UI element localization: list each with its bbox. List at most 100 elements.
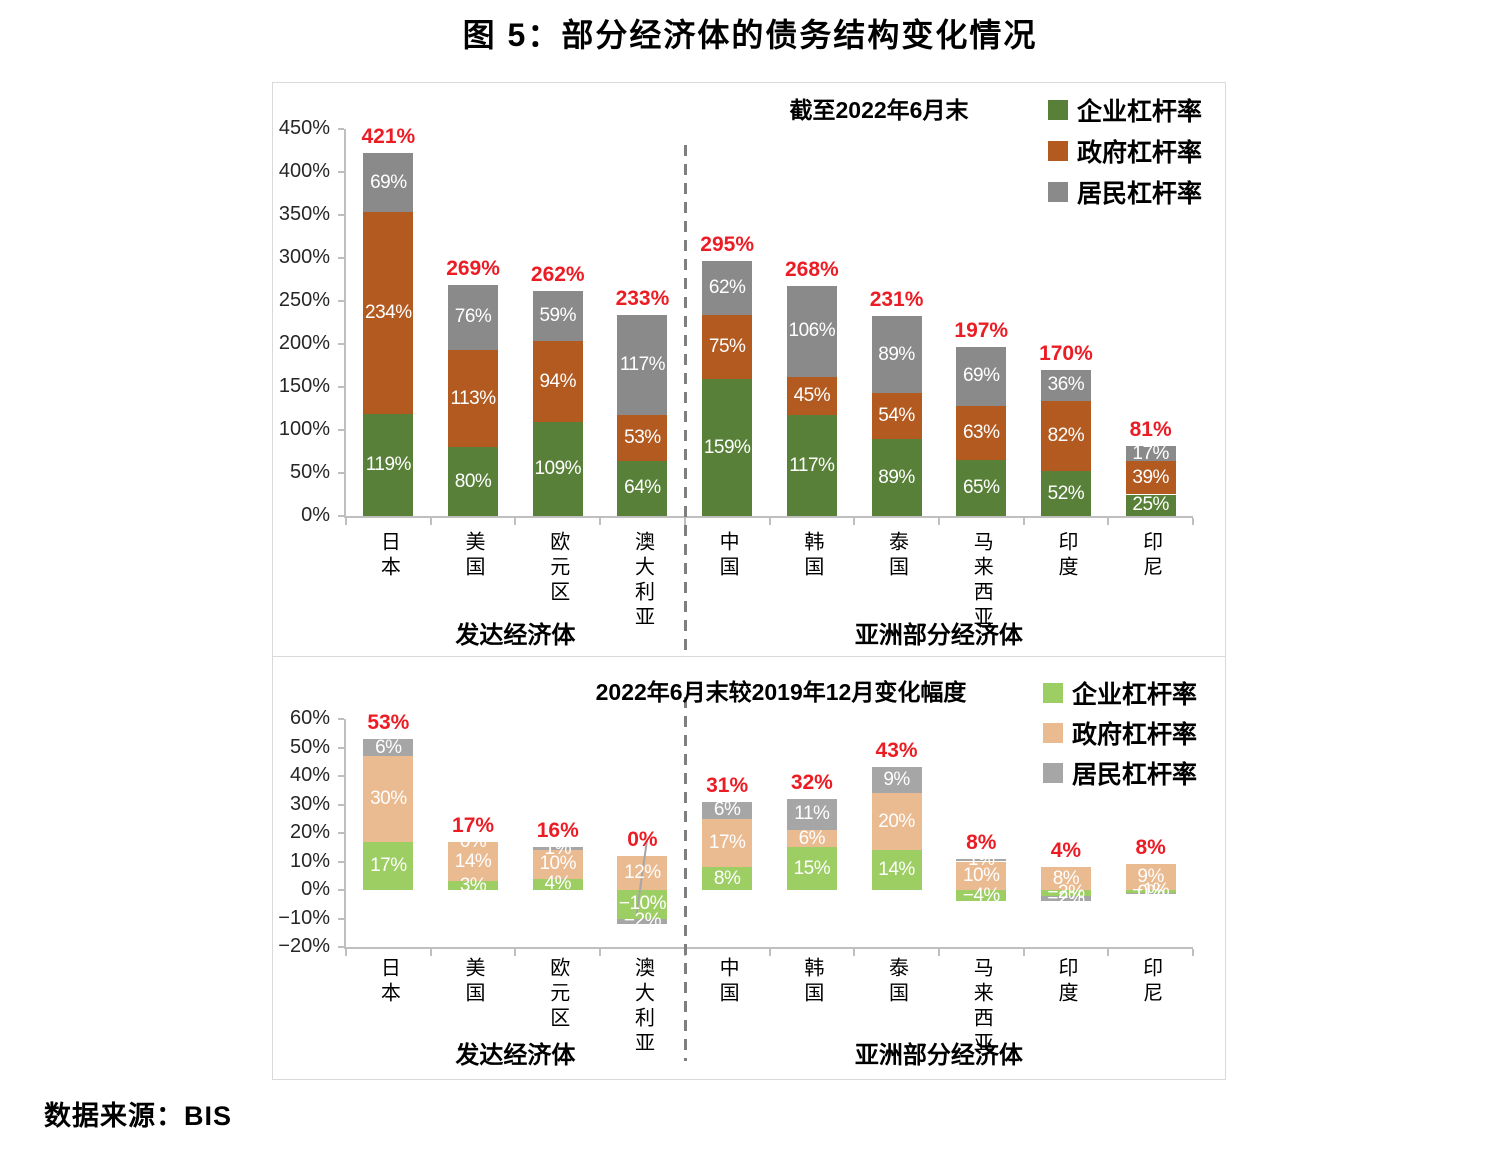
y-axis-tick	[338, 429, 344, 431]
bar-segment	[1040, 369, 1091, 401]
y-axis-label: 30%	[289, 792, 330, 815]
bar-segment-label: 94%	[539, 370, 577, 392]
bar-segment	[363, 841, 414, 890]
legend-swatch	[1048, 100, 1068, 120]
bar-segment-label: 82%	[1047, 425, 1085, 447]
y-axis-label: 450%	[278, 117, 330, 139]
category-label: 马来西亚	[970, 531, 993, 631]
bar-segment	[786, 376, 837, 416]
y-axis-label: 150%	[278, 375, 330, 397]
bar-total-label: 32%	[790, 770, 833, 794]
bar-segment	[786, 847, 837, 890]
bar-segment	[1125, 890, 1176, 893]
bar-segment-label: 6%	[375, 736, 402, 758]
x-axis-tick	[937, 949, 940, 956]
bar-total-label: 16%	[536, 819, 579, 843]
x-axis-tick	[514, 949, 517, 956]
bar-total-label: 8%	[1135, 836, 1166, 860]
panel-top-chart: 截至2022年6月末 0% 50% 100% 150% 200% 250% 300% 350%…	[272, 82, 1226, 657]
bar-segment-label: 25%	[1132, 494, 1169, 516]
bar-segment-label: −2%	[1047, 881, 1085, 903]
group-divider-line	[683, 697, 687, 1061]
category-label: 欧元区	[546, 957, 569, 1032]
bar-segment-label: 6%	[798, 827, 826, 849]
bar-total-label: 233%	[615, 286, 670, 310]
bar-segment-label: 14%	[454, 850, 492, 872]
y-axis-tick	[338, 746, 344, 749]
bar-segment-label: 75%	[708, 336, 746, 357]
legend-label: 企业杠杆率	[1077, 98, 1203, 126]
bar-segment-label: 54%	[878, 405, 915, 427]
category-label: 澳大利亚	[631, 957, 654, 1057]
y-axis-label: 50%	[289, 461, 330, 483]
y-axis-label: 400%	[278, 160, 330, 182]
bar-total-label: 31%	[706, 773, 749, 797]
y-axis-line	[344, 129, 346, 518]
legend-swatch	[1043, 763, 1063, 783]
bar-segment-label: 0%	[1137, 882, 1164, 904]
bar-segment	[532, 341, 583, 423]
bar-segment	[786, 798, 837, 831]
bar-segment	[702, 801, 753, 819]
y-axis-tick	[338, 515, 344, 517]
bar-segment	[532, 290, 583, 342]
x-axis-tick	[599, 518, 602, 525]
bar-segment	[786, 415, 837, 516]
bar-segment-label: 89%	[878, 466, 915, 488]
y-axis-label: 300%	[278, 246, 330, 268]
bar-segment	[956, 405, 1007, 461]
x-axis-tick	[1192, 518, 1194, 525]
bar-segment	[871, 793, 922, 851]
group-label: 亚洲部分经济体	[854, 1042, 1023, 1069]
y-axis-label: 0%	[301, 504, 330, 526]
bar-segment-label: −2%	[1047, 887, 1085, 909]
bar-segment-label: −10%	[618, 893, 667, 915]
category-label: 中国	[716, 957, 739, 1007]
bar-segment-label: 119%	[365, 453, 412, 475]
legend-swatch	[1048, 182, 1068, 202]
y-axis-label: 250%	[278, 289, 330, 311]
x-axis-tick	[937, 518, 940, 525]
y-axis-tick	[338, 343, 344, 345]
y-axis-tick	[338, 214, 344, 216]
legend-item: 居民杠杆率	[1043, 755, 1197, 791]
group-label: 发达经济体	[455, 1042, 576, 1069]
bar-segment	[1040, 867, 1091, 890]
bar-segment-label: −4%	[962, 884, 1001, 906]
bar-total-label: 0%	[627, 827, 658, 851]
legend-swatch	[1048, 141, 1068, 161]
category-label: 韩国	[800, 531, 823, 581]
y-axis-tick	[338, 860, 344, 863]
bar-total-label: 231%	[869, 288, 924, 312]
category-label: 印度	[1054, 531, 1077, 581]
bar-segment-label: 15%	[793, 857, 831, 879]
category-label: 印尼	[1139, 957, 1162, 1007]
bar-segment-label: 117%	[619, 354, 666, 376]
bar-segment	[702, 818, 753, 868]
y-axis-tick	[338, 775, 344, 777]
bar-segment	[1040, 890, 1091, 896]
bar-segment	[448, 881, 499, 890]
y-axis-tick	[338, 718, 344, 720]
bar-segment-label: 9%	[1137, 866, 1164, 888]
bar-segment-label: 8%	[713, 867, 741, 889]
x-axis-tick	[768, 949, 771, 956]
bar-segment-label: 14%	[878, 859, 915, 881]
bar-segment	[871, 316, 922, 393]
x-axis-tick	[599, 949, 602, 956]
bar-segment-label: 63%	[962, 422, 1000, 443]
legend-item: 企业杠杆率	[1043, 675, 1197, 711]
group-label: 亚洲部分经济体	[854, 622, 1023, 649]
bar-segment	[363, 153, 414, 213]
bar-segment	[956, 861, 1007, 890]
bar-segment	[871, 439, 922, 516]
panel-bottom-chart: 2022年6月末较2019年12月变化幅度 −20% −10% 0% 10% 20% 30…	[272, 656, 1226, 1080]
bar-segment	[363, 413, 414, 516]
bar-segment	[532, 878, 583, 890]
bar-segment-label: 113%	[450, 387, 496, 409]
y-axis-label: 60%	[289, 707, 330, 729]
y-axis-label: 10%	[289, 849, 330, 872]
bar-segment	[363, 738, 414, 757]
bar-segment	[532, 850, 583, 879]
bar-segment-label: 39%	[1132, 466, 1169, 488]
